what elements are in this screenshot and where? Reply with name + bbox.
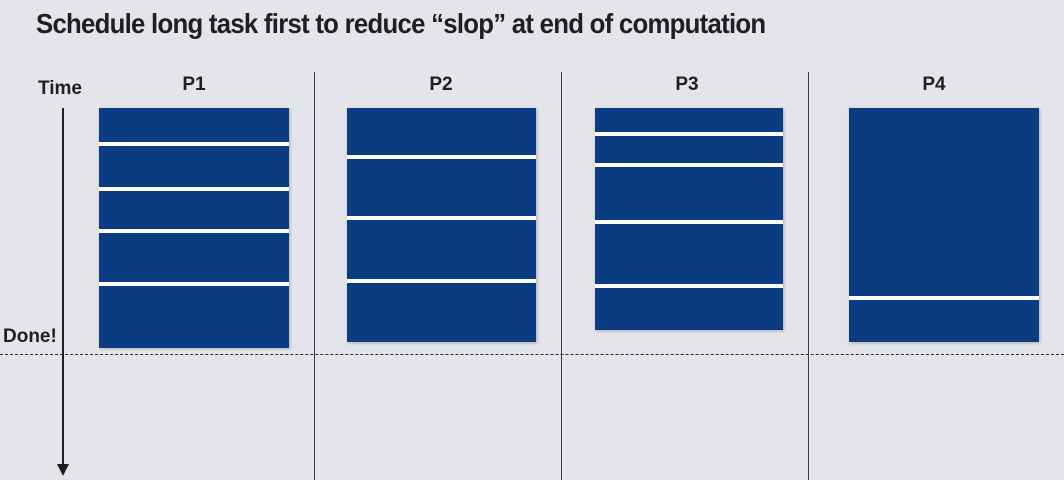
processor-task-stack-p4 xyxy=(849,108,1039,342)
task-block xyxy=(347,283,536,342)
task-separator xyxy=(849,296,1039,300)
task-block xyxy=(347,108,536,155)
processor-task-stack-p1 xyxy=(99,108,289,348)
task-separator xyxy=(99,229,289,233)
processor-task-stack-p2 xyxy=(347,108,536,342)
task-block xyxy=(595,167,783,220)
processor-label-p3: P3 xyxy=(675,74,699,95)
task-block xyxy=(99,286,289,348)
column-divider xyxy=(808,72,809,480)
task-separator xyxy=(99,282,289,286)
task-block xyxy=(99,146,289,187)
done-label: Done! xyxy=(3,326,57,347)
task-block xyxy=(595,224,783,284)
task-block xyxy=(99,108,289,142)
column-divider xyxy=(561,72,562,480)
task-separator xyxy=(595,220,783,224)
task-separator xyxy=(99,187,289,191)
done-line xyxy=(0,354,1064,355)
processor-label-p2: P2 xyxy=(429,74,453,95)
task-separator xyxy=(99,142,289,146)
task-block xyxy=(595,108,783,132)
task-block xyxy=(595,136,783,163)
time-axis-line xyxy=(62,108,64,468)
task-separator xyxy=(347,279,536,283)
task-block xyxy=(595,288,783,330)
task-separator xyxy=(347,155,536,159)
task-block xyxy=(347,159,536,216)
task-block xyxy=(347,220,536,279)
task-block xyxy=(99,191,289,229)
time-arrow-icon xyxy=(57,464,69,476)
task-separator xyxy=(595,284,783,288)
task-block xyxy=(849,300,1039,342)
task-block xyxy=(849,108,1039,296)
processor-label-p1: P1 xyxy=(182,74,206,95)
column-divider xyxy=(314,72,315,480)
task-separator xyxy=(347,216,536,220)
task-separator xyxy=(595,163,783,167)
task-block xyxy=(99,233,289,282)
processor-task-stack-p3 xyxy=(595,108,783,330)
task-separator xyxy=(595,132,783,136)
time-axis-label: Time xyxy=(38,78,83,99)
processor-label-p4: P4 xyxy=(922,74,946,95)
slide-title: Schedule long task first to reduce “slop… xyxy=(36,8,766,39)
